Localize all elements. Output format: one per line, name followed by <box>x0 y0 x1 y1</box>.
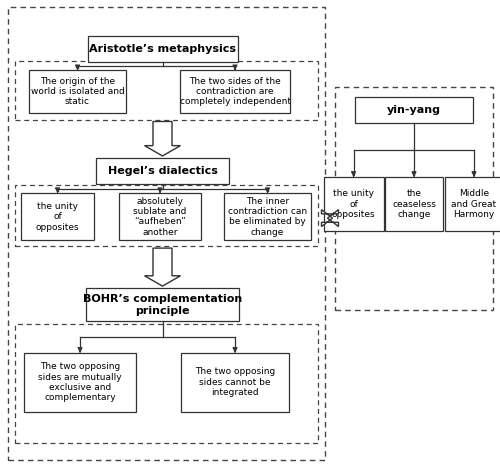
Bar <box>180 70 290 113</box>
Bar <box>28 70 126 113</box>
Text: The two opposing
sides cannot be
integrated: The two opposing sides cannot be integra… <box>195 367 275 397</box>
Bar <box>324 177 384 231</box>
Polygon shape <box>144 248 180 286</box>
Bar <box>15 185 318 246</box>
Bar <box>224 193 311 240</box>
Bar <box>96 158 229 184</box>
Text: absolutely
sublate and
“aufheben”
another: absolutely sublate and “aufheben” anothe… <box>134 197 186 237</box>
Text: Hegel’s dialectics: Hegel’s dialectics <box>108 166 218 176</box>
Bar <box>24 353 136 412</box>
Text: The inner
contradiction can
be eliminated by
change: The inner contradiction can be eliminate… <box>228 197 307 237</box>
Text: the unity
of
opposites: the unity of opposites <box>332 189 376 219</box>
Bar <box>22 193 94 240</box>
Polygon shape <box>322 210 338 227</box>
Bar <box>8 7 325 460</box>
Bar <box>446 177 500 231</box>
Bar <box>86 288 239 321</box>
Text: yin-yang: yin-yang <box>387 105 441 115</box>
Text: The two sides of the
contradiction are
completely independent: The two sides of the contradiction are c… <box>180 76 290 106</box>
Polygon shape <box>144 121 180 156</box>
Bar <box>15 61 318 120</box>
Bar <box>15 324 318 443</box>
Text: Middle
and Great
Harmony: Middle and Great Harmony <box>452 189 496 219</box>
Bar <box>119 193 201 240</box>
Text: BOHR’s complementation
principle: BOHR’s complementation principle <box>83 294 242 316</box>
Text: The two opposing
sides are mutually
exclusive and
complementary: The two opposing sides are mutually excl… <box>38 362 122 402</box>
Bar <box>335 87 492 310</box>
Text: the
ceaseless
change: the ceaseless change <box>392 189 436 219</box>
Bar <box>385 177 443 231</box>
Text: the unity
of
opposites: the unity of opposites <box>36 202 80 232</box>
Bar <box>88 37 238 62</box>
Text: Aristotle’s metaphysics: Aristotle’s metaphysics <box>89 44 236 54</box>
Bar <box>355 98 472 123</box>
Bar <box>181 353 289 412</box>
Text: The origin of the
world is isolated and
static: The origin of the world is isolated and … <box>30 76 124 106</box>
